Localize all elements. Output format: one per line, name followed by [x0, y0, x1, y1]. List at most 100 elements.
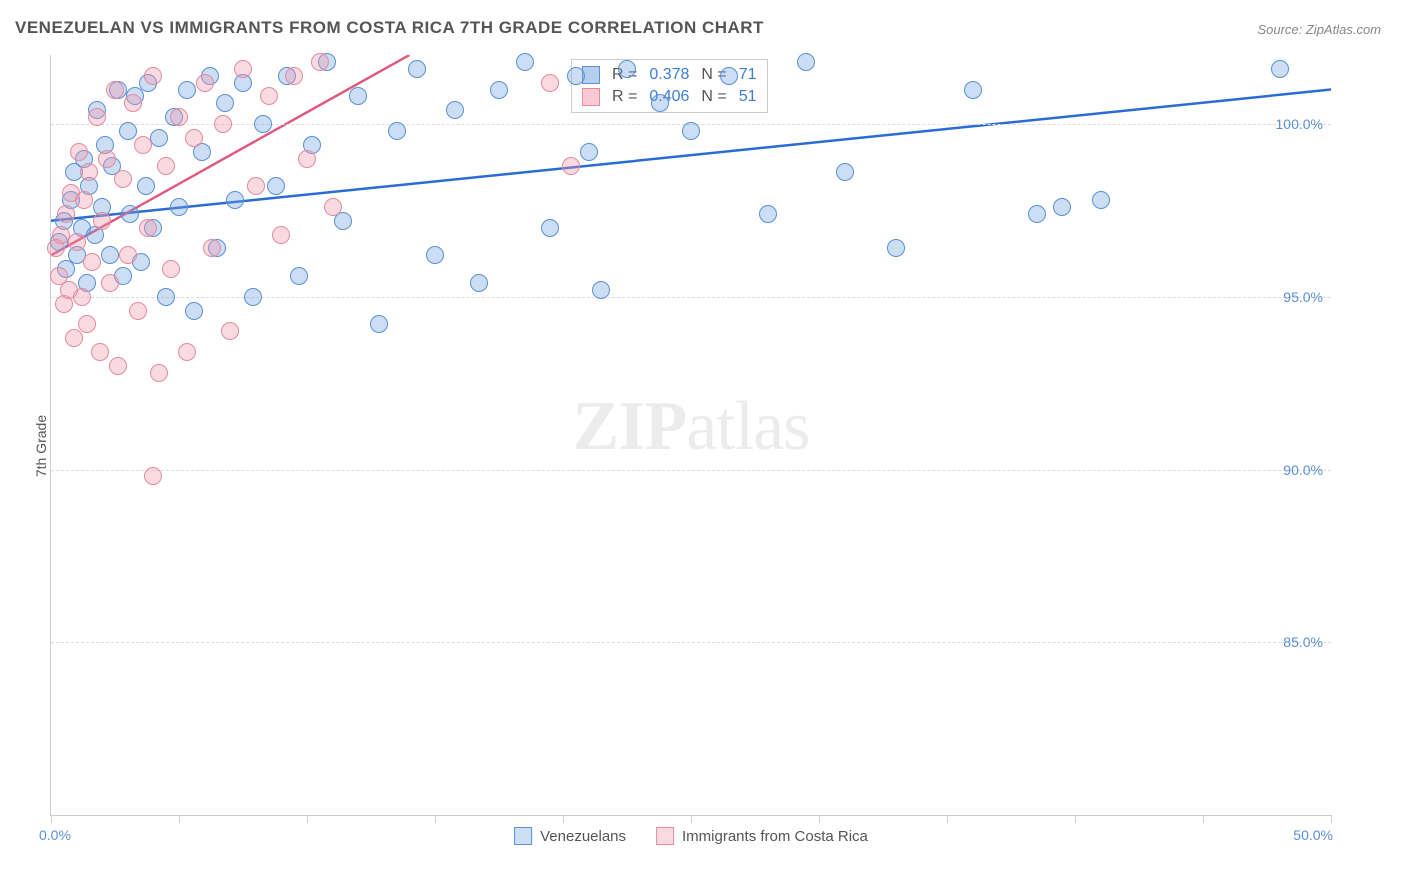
data-point [144, 67, 162, 85]
data-point [121, 205, 139, 223]
data-point [370, 315, 388, 333]
data-point [759, 205, 777, 223]
x-tick [563, 815, 564, 823]
x-tick [435, 815, 436, 823]
data-point [98, 150, 116, 168]
data-point [388, 122, 406, 140]
data-point [490, 81, 508, 99]
stat-row: R =0.406N =51 [582, 88, 757, 106]
data-point [1271, 60, 1289, 78]
data-point [93, 212, 111, 230]
data-point [1053, 198, 1071, 216]
data-point [88, 108, 106, 126]
data-point [298, 150, 316, 168]
data-point [267, 177, 285, 195]
data-point [178, 81, 196, 99]
source-attribution: Source: ZipAtlas.com [1257, 22, 1381, 37]
data-point [119, 122, 137, 140]
data-point [214, 115, 232, 133]
data-point [247, 177, 265, 195]
gridline [51, 642, 1331, 643]
data-point [1028, 205, 1046, 223]
data-point [119, 246, 137, 264]
data-point [124, 94, 142, 112]
data-point [65, 329, 83, 347]
x-tick [1075, 815, 1076, 823]
x-axis-min: 0.0% [39, 827, 71, 843]
data-point [114, 170, 132, 188]
data-point [57, 205, 75, 223]
data-point [106, 81, 124, 99]
data-point [137, 177, 155, 195]
data-point [234, 60, 252, 78]
data-point [170, 108, 188, 126]
data-point [157, 288, 175, 306]
y-tick-label: 95.0% [1283, 289, 1323, 305]
data-point [836, 163, 854, 181]
data-point [580, 143, 598, 161]
data-point [562, 157, 580, 175]
legend-item: Venezuelans [514, 827, 626, 845]
data-point [651, 94, 669, 112]
data-point [272, 226, 290, 244]
data-point [567, 67, 585, 85]
data-point [157, 157, 175, 175]
data-point [516, 53, 534, 71]
gridline [51, 297, 1331, 298]
data-point [426, 246, 444, 264]
data-point [720, 67, 738, 85]
data-point [101, 274, 119, 292]
data-point [68, 233, 86, 251]
data-point [83, 253, 101, 271]
legend-label: Immigrants from Costa Rica [682, 828, 868, 845]
data-point [226, 191, 244, 209]
data-point [73, 288, 91, 306]
data-point [196, 74, 214, 92]
n-value: 71 [739, 66, 757, 84]
data-point [75, 191, 93, 209]
n-label: N = [701, 88, 726, 106]
data-point [618, 60, 636, 78]
legend-item: Immigrants from Costa Rica [656, 827, 868, 845]
data-point [221, 322, 239, 340]
data-point [70, 143, 88, 161]
x-tick [1331, 815, 1332, 823]
data-point [185, 302, 203, 320]
x-tick [179, 815, 180, 823]
data-point [216, 94, 234, 112]
data-point [78, 315, 96, 333]
x-tick [947, 815, 948, 823]
data-point [144, 467, 162, 485]
data-point [682, 122, 700, 140]
data-point [203, 239, 221, 257]
legend: Venezuelans Immigrants from Costa Rica [514, 827, 868, 845]
data-point [178, 343, 196, 361]
correlation-stats-box: R =0.378N =71R =0.406N =51 [571, 59, 768, 113]
data-point [91, 343, 109, 361]
data-point [541, 74, 559, 92]
data-point [162, 260, 180, 278]
data-point [324, 198, 342, 216]
x-tick [307, 815, 308, 823]
data-point [109, 357, 127, 375]
r-value: 0.378 [649, 66, 689, 84]
y-tick-label: 100.0% [1276, 116, 1323, 132]
data-point [887, 239, 905, 257]
r-label: R = [612, 88, 637, 106]
data-point [541, 219, 559, 237]
data-point [134, 136, 152, 154]
x-tick [1203, 815, 1204, 823]
x-tick [691, 815, 692, 823]
n-value: 51 [739, 88, 757, 106]
data-point [80, 163, 98, 181]
data-point [101, 246, 119, 264]
series-swatch [582, 88, 600, 106]
y-tick-label: 85.0% [1283, 634, 1323, 650]
y-tick-label: 90.0% [1283, 462, 1323, 478]
data-point [150, 129, 168, 147]
data-point [150, 364, 168, 382]
data-point [592, 281, 610, 299]
data-point [285, 67, 303, 85]
data-point [254, 115, 272, 133]
data-point [964, 81, 982, 99]
